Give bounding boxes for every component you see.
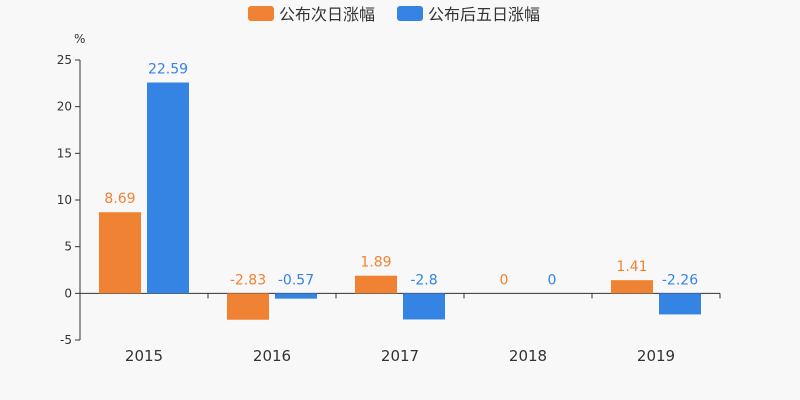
data-label: 0 <box>500 272 509 288</box>
data-label: -0.57 <box>278 272 314 288</box>
data-label: 1.41 <box>616 259 647 275</box>
bar <box>147 82 189 294</box>
y-tick-label: 25 <box>57 53 72 67</box>
x-tick-label: 2018 <box>509 347 547 365</box>
data-label: -2.26 <box>662 272 698 288</box>
x-axis: 2015 2016 2017 2018 2019 <box>79 292 721 365</box>
legend: 公布次日涨幅 公布后五日涨幅 <box>248 5 540 24</box>
x-tick-label: 2015 <box>125 347 163 365</box>
x-tick-label: 2019 <box>637 347 675 365</box>
data-label: 0 <box>548 272 557 288</box>
data-label: -2.83 <box>230 272 266 288</box>
y-axis: -5 0 5 10 15 20 25 <box>57 53 81 347</box>
bar <box>355 275 397 294</box>
bar <box>611 280 653 294</box>
data-label: -2.8 <box>410 272 437 288</box>
legend-swatch <box>248 6 274 21</box>
data-label: 8.69 <box>104 191 135 207</box>
bar <box>275 293 317 299</box>
bar <box>403 293 445 320</box>
legend-label: 公布次日涨幅 <box>279 5 375 24</box>
legend-swatch <box>397 6 423 21</box>
bar <box>99 212 141 294</box>
data-labels: 8.69 -2.83 1.89 0 1.41 22.59 -0.57 -2.8 0 -2.26 <box>104 61 698 288</box>
y-tick-label: 0 <box>64 286 72 300</box>
data-label: 22.59 <box>148 61 188 77</box>
legend-item[interactable]: 公布次日涨幅 <box>248 5 375 24</box>
data-label: 1.89 <box>360 255 391 271</box>
x-tick-label: 2016 <box>253 347 291 365</box>
y-tick-label: 10 <box>57 193 72 207</box>
bar <box>659 293 701 315</box>
y-axis-unit-label: % <box>74 32 85 46</box>
y-tick-label: 5 <box>64 240 72 254</box>
legend-label: 公布后五日涨幅 <box>428 5 540 24</box>
y-tick-label: -5 <box>60 333 72 347</box>
y-tick-label: 20 <box>57 100 72 114</box>
bars <box>99 82 701 320</box>
x-tick-label: 2017 <box>381 347 419 365</box>
legend-item[interactable]: 公布后五日涨幅 <box>397 5 540 24</box>
bar <box>227 293 269 320</box>
y-tick-label: 15 <box>57 146 72 160</box>
